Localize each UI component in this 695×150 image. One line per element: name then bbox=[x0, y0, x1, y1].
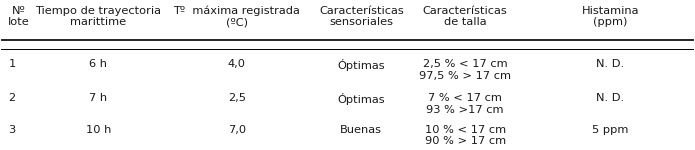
Text: N. D.: N. D. bbox=[596, 59, 625, 69]
Text: 3: 3 bbox=[8, 125, 15, 135]
Text: 2,5: 2,5 bbox=[228, 93, 246, 103]
Text: Óptimas: Óptimas bbox=[338, 93, 385, 105]
Text: Tiempo de trayectoria
marittime: Tiempo de trayectoria marittime bbox=[35, 6, 161, 27]
Text: Nº
lote: Nº lote bbox=[8, 6, 30, 27]
Text: 6 h: 6 h bbox=[89, 59, 107, 69]
Text: 7 h: 7 h bbox=[89, 93, 107, 103]
Text: 2,5 % < 17 cm
97,5 % > 17 cm: 2,5 % < 17 cm 97,5 % > 17 cm bbox=[419, 59, 512, 81]
Text: Buenas: Buenas bbox=[341, 125, 382, 135]
Text: 2: 2 bbox=[8, 93, 15, 103]
Text: Histamina
(ppm): Histamina (ppm) bbox=[582, 6, 639, 27]
Text: 10 h: 10 h bbox=[85, 125, 111, 135]
Text: 4,0: 4,0 bbox=[228, 59, 246, 69]
Text: 10 % < 17 cm
90 % > 17 cm: 10 % < 17 cm 90 % > 17 cm bbox=[425, 125, 506, 146]
Text: Óptimas: Óptimas bbox=[338, 59, 385, 71]
Text: Características
sensoriales: Características sensoriales bbox=[319, 6, 404, 27]
Text: 5 ppm: 5 ppm bbox=[592, 125, 629, 135]
Text: Tº  máxima registrada
(ºC): Tº máxima registrada (ºC) bbox=[173, 6, 300, 28]
Text: 7,0: 7,0 bbox=[228, 125, 246, 135]
Text: N. D.: N. D. bbox=[596, 93, 625, 103]
Text: 1: 1 bbox=[8, 59, 15, 69]
Text: Características
de talla: Características de talla bbox=[423, 6, 507, 27]
Text: 7 % < 17 cm
93 % >17 cm: 7 % < 17 cm 93 % >17 cm bbox=[427, 93, 504, 115]
